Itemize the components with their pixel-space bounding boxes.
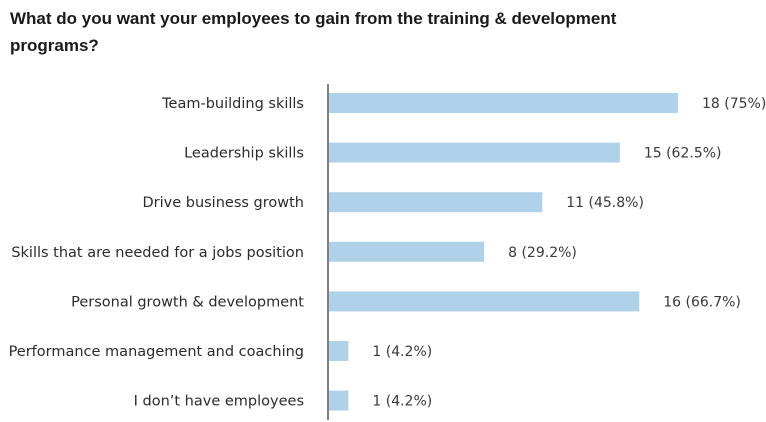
chart-title: What do you want your employees to gain …: [10, 9, 617, 55]
bar-4: [329, 241, 485, 262]
bars-group: [329, 93, 678, 411]
value-label: 11 (45.8%): [566, 195, 644, 211]
bar-7: [329, 390, 349, 411]
category-label: Team-building skills: [161, 96, 304, 112]
bar-6: [329, 341, 349, 361]
value-label: 8 (29.2%): [508, 245, 577, 261]
labels-group: Team-building skills 18 (75%) Leadership s…: [9, 96, 766, 410]
category-label: Drive business growth: [142, 195, 304, 211]
bar-2: [329, 142, 620, 163]
value-label: 1 (4.2%): [372, 344, 432, 360]
category-label: Skills that are needed for a jobs positi…: [11, 245, 304, 261]
bar-3: [329, 192, 543, 213]
bar-1: [329, 93, 678, 113]
value-label: 1 (4.2%): [372, 394, 432, 410]
category-label: Personal growth & development: [71, 294, 304, 310]
value-label: 15 (62.5%): [644, 146, 722, 162]
value-label: 18 (75%): [702, 96, 766, 112]
value-label: 16 (66.7%): [663, 294, 741, 310]
category-label: Performance management and coaching: [9, 344, 304, 360]
category-label: Leadership skills: [184, 146, 304, 162]
bar-5: [329, 291, 640, 312]
category-label: I don’t have employees: [134, 394, 304, 410]
